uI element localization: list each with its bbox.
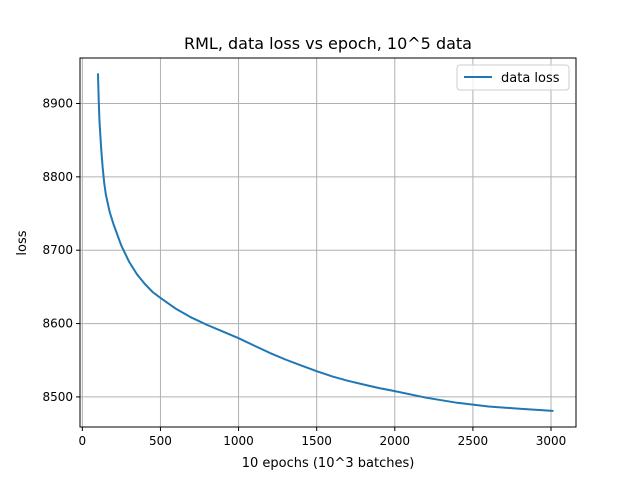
legend-entry-data-loss: data loss [501, 71, 560, 86]
x-tick-label: 1500 [301, 434, 332, 448]
grid-lines [80, 58, 576, 427]
x-axis-ticks: 0 500 1000 1500 2000 2500 3000 [79, 427, 567, 448]
x-tick-label: 1000 [223, 434, 254, 448]
y-tick-label: 8800 [42, 170, 73, 184]
plot-frame [79, 57, 577, 428]
chart-title: RML, data loss vs epoch, 10^5 data [184, 34, 472, 53]
y-tick-label: 8500 [42, 390, 73, 404]
series-layer [97, 73, 554, 412]
x-tick-label: 500 [149, 434, 172, 448]
legend: data loss [456, 64, 570, 91]
x-tick-label: 0 [79, 434, 87, 448]
legend-box [456, 64, 570, 91]
x-axis-label: 10 epochs (10^3 batches) [242, 456, 415, 471]
x-tick-label: 2000 [380, 434, 411, 448]
y-tick-label: 8900 [42, 96, 73, 110]
y-tick-label: 8700 [42, 243, 73, 257]
y-tick-label: 8600 [42, 317, 73, 331]
y-axis-label: loss [15, 230, 30, 255]
x-tick-label: 2500 [458, 434, 489, 448]
y-axis-ticks: 8500 8600 8700 8800 8900 [42, 96, 80, 404]
x-tick-label: 3000 [536, 434, 567, 448]
series-line-data-loss [97, 73, 554, 412]
